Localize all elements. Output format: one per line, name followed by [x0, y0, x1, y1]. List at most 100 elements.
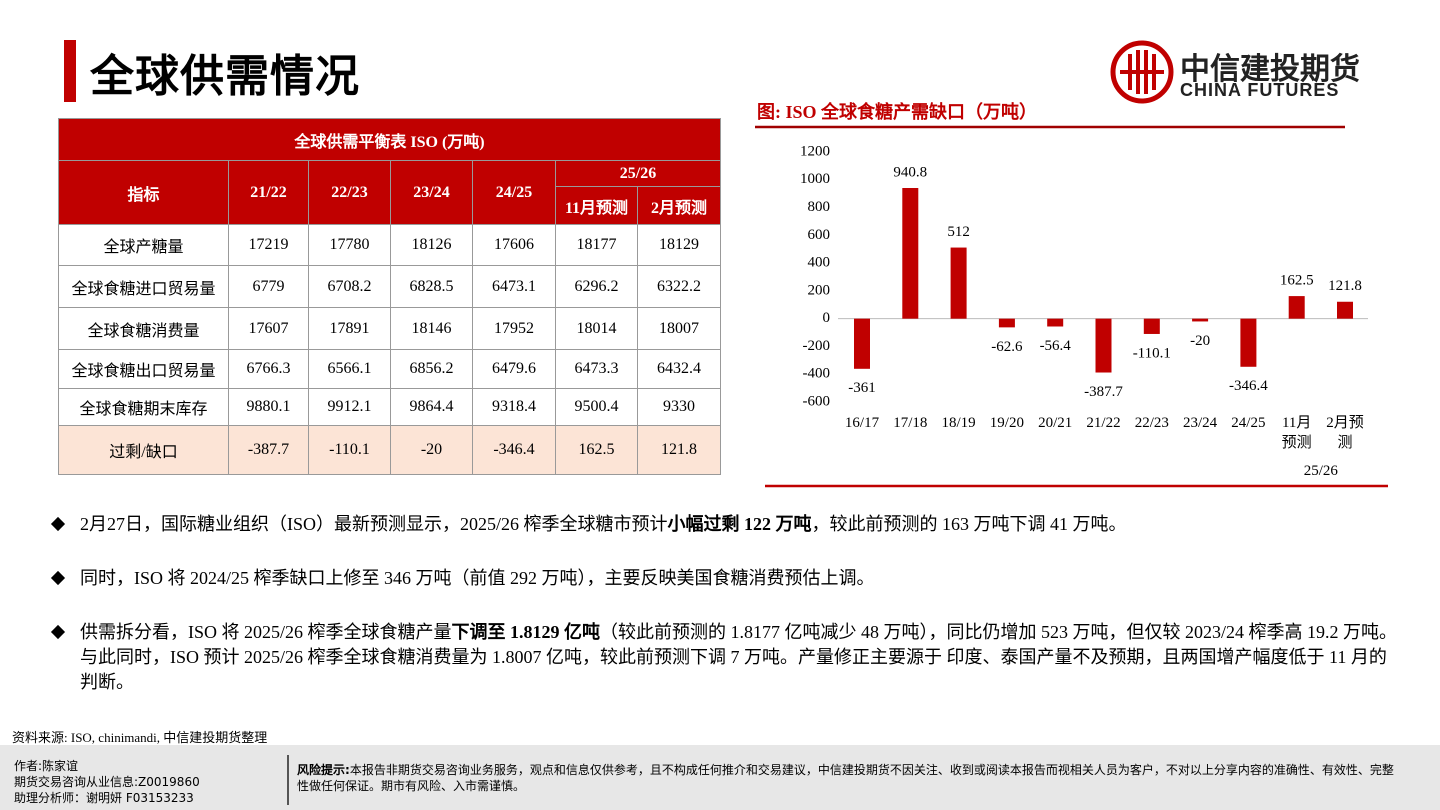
group-label: 25/26 [1303, 463, 1338, 479]
x-tick-label: 16/17 [844, 415, 880, 431]
data-row: 全球食糖期末库存 9880.1 9912.1 9864.4 9318.4 9500.4 93… [58, 388, 721, 426]
row-label: 全球食糖进口贸易量 [58, 265, 229, 308]
source: 资料来源: ISO, chinimandi, 中信建投期货整理 [12, 730, 268, 745]
cell: 6322.2 [637, 265, 721, 308]
y-tick-label: 800 [808, 199, 831, 215]
cell: 9330 [637, 388, 721, 426]
bar [1240, 318, 1257, 367]
bar [998, 318, 1015, 328]
data-label: 940.8 [893, 164, 927, 180]
cell: 162.5 [555, 425, 638, 475]
y-tick-label: -200 [803, 338, 831, 354]
x-tick-label: 21/22 [1086, 415, 1121, 431]
cell: 9880.1 [228, 388, 309, 426]
data-row: 全球食糖进口贸易量 6779 6708.2 6828.5 6473.1 6296.2 632… [58, 265, 721, 308]
data-label: 121.8 [1328, 278, 1362, 294]
y-tick-label: 200 [808, 282, 831, 298]
row-label: 全球食糖期末库存 [58, 388, 229, 426]
bullet-text: 2月27日，国际糖业组织（ISO）最新预测显示，2025/26 榨季全球糖市预计 [80, 514, 668, 534]
bullet-mark [50, 570, 66, 586]
chart: 图: ISO 全球食糖产需缺口（万吨） -600 -400 -200 0 200 400 6… [755, 101, 1388, 488]
row-label: 过剩/缺口 [58, 425, 229, 475]
bar [1047, 318, 1064, 327]
author-line: 助理分析师：谢明妍 F03153233 [14, 791, 194, 805]
bullet: 2月27日，国际糖业组织（ISO）最新预测显示，2025/26 榨季全球糖市预计… [50, 512, 1400, 537]
year-head: 22/23 [308, 160, 391, 225]
bullet: 供需拆分看，ISO 将 2025/26 榨季全球食糖产量下调至 1.8129 亿… [50, 620, 1400, 695]
bullet-text: 供需拆分看，ISO 将 2025/26 榨季全球食糖产量 [80, 622, 452, 642]
cell: 6566.1 [308, 349, 391, 389]
data-row: 全球食糖出口贸易量 6766.3 6566.1 6856.2 6479.6 6473.3 6… [58, 349, 721, 389]
cell: 9864.4 [390, 388, 473, 426]
year-head: 24/25 [472, 160, 556, 225]
logo-cn: 中信建投期货 [1180, 52, 1360, 87]
bar [1192, 318, 1209, 322]
y-tick-label: 400 [808, 255, 831, 271]
cell: 18014 [555, 307, 638, 350]
cell: 17891 [308, 307, 391, 350]
sub-head: 2月预测 [637, 186, 721, 225]
data-label: -20 [1190, 333, 1210, 349]
data-row: 全球食糖消费量 17607 17891 18146 17952 18014 18007 [58, 307, 721, 350]
y-tick-label: 600 [808, 227, 831, 243]
x-tick-label: 20/21 [1038, 415, 1073, 431]
data-label: -56.4 [1040, 338, 1072, 354]
bar [854, 318, 870, 369]
cell: 6432.4 [637, 349, 721, 389]
indicator-head: 指标 [58, 160, 229, 225]
bar [950, 247, 967, 319]
x-tick-label: 2月预测 [1326, 415, 1364, 451]
cell: 6473.3 [555, 349, 638, 389]
cell: -387.7 [228, 425, 309, 475]
y-tick-label: 1200 [800, 143, 830, 159]
x-tick-label: 17/18 [893, 415, 928, 431]
row-label: 全球产糖量 [58, 224, 229, 266]
title-bar [64, 40, 76, 102]
x-tick-label: 11月预测 [1281, 415, 1312, 451]
row-label: 全球食糖消费量 [58, 307, 229, 350]
logo-mark [1110, 40, 1174, 104]
cell: 6856.2 [390, 349, 473, 389]
cell: 6479.6 [472, 349, 556, 389]
table-title: 全球供需平衡表 ISO (万吨) [58, 118, 721, 161]
cell: 17219 [228, 224, 309, 266]
risk-label: 风险提示: [297, 763, 350, 777]
x-tick-label: 18/19 [941, 415, 976, 431]
bar [1095, 318, 1112, 373]
cell: 9912.1 [308, 388, 391, 426]
data-label: -62.6 [991, 339, 1023, 355]
bar [902, 188, 919, 319]
cell: 18007 [637, 307, 721, 350]
bullet-text: 同时，ISO 将 2024/25 榨季缺口上修至 346 万吨（前值 292 万… [80, 568, 875, 588]
cell: 18146 [390, 307, 473, 350]
bar [1288, 296, 1305, 319]
cell: 9500.4 [555, 388, 638, 426]
chart-title: 图: ISO 全球食糖产需缺口（万吨） [757, 101, 1037, 122]
year-head: 23/24 [390, 160, 473, 225]
data-label: -361 [848, 380, 876, 396]
data-label: 162.5 [1280, 273, 1314, 289]
balance-table: 全球供需平衡表 ISO (万吨) 指标 21/22 22/23 23/24 24/25 25… [58, 118, 721, 475]
cell: 6708.2 [308, 265, 391, 308]
sub-head: 11月预测 [555, 186, 638, 225]
cell: -110.1 [308, 425, 391, 475]
cell: 9318.4 [472, 388, 556, 426]
author: 作者:陈家谊 期货交易咨询从业信息:Z0019860 助理分析师：谢明妍 F0315… [14, 758, 200, 806]
cell: 6766.3 [228, 349, 309, 389]
cell: 18129 [637, 224, 721, 266]
sub-row: 11月预测 2月预测 [59, 186, 721, 225]
cell: -346.4 [472, 425, 556, 475]
y-tick-label: 1000 [800, 171, 830, 187]
y-tick-label: -600 [803, 393, 831, 409]
bar [1143, 318, 1160, 334]
data-row: 全球产糖量 17219 17780 18126 17606 18177 18129 [58, 224, 721, 266]
logo-en: CHINA FUTURES [1180, 80, 1340, 100]
x-tick-label: 24/25 [1231, 415, 1266, 431]
row-label: 全球食糖出口贸易量 [58, 349, 229, 389]
bullet-text: 小幅过剩 122 万吨 [667, 514, 812, 534]
cell: 18126 [390, 224, 473, 266]
y-tick-label: -400 [803, 366, 831, 382]
risk-text: 本报告非期货交易咨询业务服务，观点和信息仅供参考，且不构成任何推介和交易建议，中… [297, 763, 1394, 793]
data-label: -346.4 [1229, 378, 1268, 394]
